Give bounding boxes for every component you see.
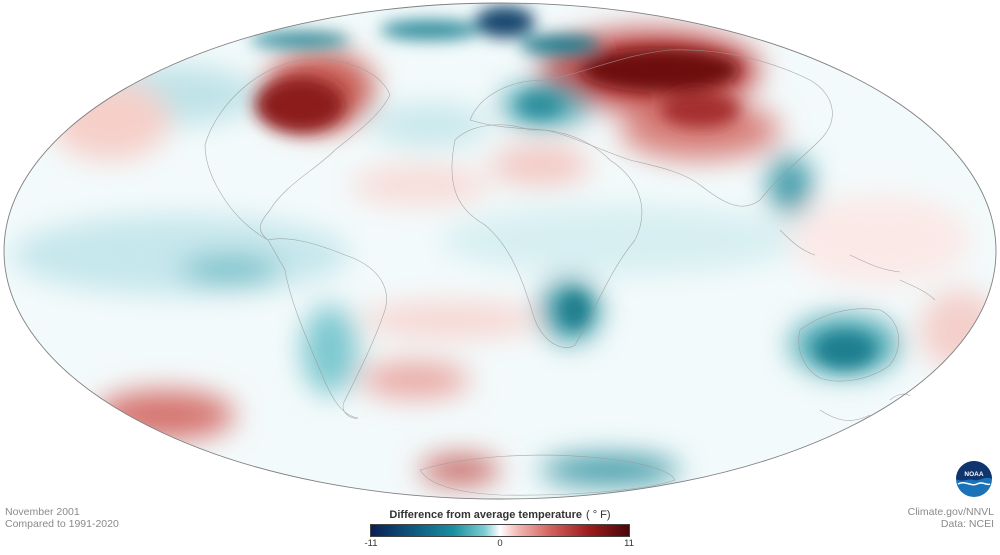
legend-mid-label: 0 xyxy=(497,538,503,549)
noaa-logo-icon: NOAA xyxy=(955,460,993,503)
world-map xyxy=(3,2,997,500)
baseline-label: Compared to 1991-2020 xyxy=(5,518,119,530)
globe-border xyxy=(3,2,997,500)
credit-line-1: Climate.gov/NNVL xyxy=(907,506,994,518)
map-info: November 2001 Compared to 1991-2020 xyxy=(5,506,119,530)
logo-text: NOAA xyxy=(964,471,983,478)
anomaly-map-svg xyxy=(3,2,997,500)
legend-title-row: Difference from average temperature ( ° F… xyxy=(370,509,630,521)
legend-color-bar xyxy=(370,524,630,537)
legend-max-label: 11 xyxy=(624,538,634,549)
continent-outlines xyxy=(204,49,936,496)
legend-ticks: -11 0 11 xyxy=(364,537,633,549)
credit-line-2: Data: NCEI xyxy=(940,518,994,530)
color-legend: Difference from average temperature ( ° F… xyxy=(364,509,633,549)
legend-title: Difference from average temperature xyxy=(389,509,582,521)
anomaly-field xyxy=(4,3,996,499)
date-label: November 2001 xyxy=(5,506,80,518)
legend-min-label: -11 xyxy=(364,538,378,549)
credits: Climate.gov/NNVL Data: NCEI xyxy=(908,506,994,530)
legend-unit: ( ° F) xyxy=(586,509,611,521)
